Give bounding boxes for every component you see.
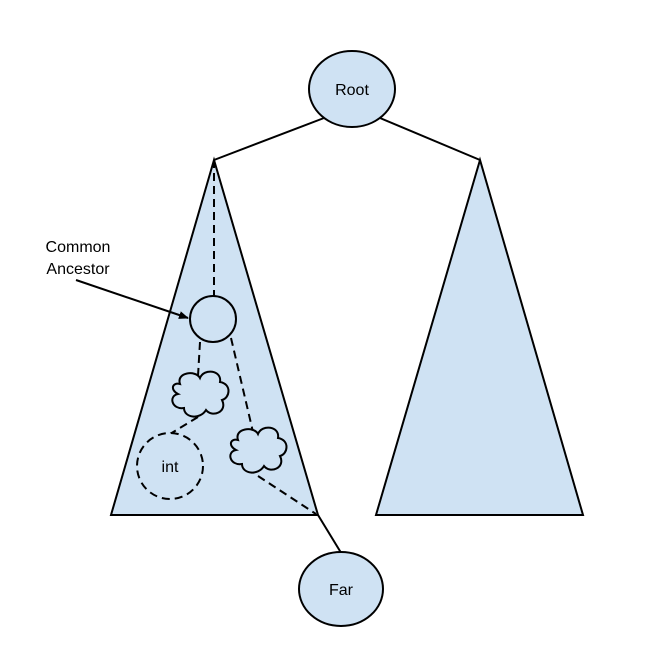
cloud-shape-1: [171, 370, 230, 418]
annotation-arrow: [75, 279, 189, 319]
cloud-shape-2: [229, 426, 288, 474]
root-left-edge: [213, 117, 325, 161]
root-right-edge: [379, 117, 481, 161]
far-node: [298, 551, 384, 627]
common-ancestor-node: [189, 295, 237, 343]
dashed-path-ancestor-to-cloud-1: [197, 341, 201, 377]
right-subtree-triangle: [374, 156, 585, 516]
root-label: Root: [335, 82, 369, 99]
root-node: [308, 50, 396, 128]
dashed-path-cloud-to-far: [257, 475, 317, 515]
annotation-label-line-1: Common: [46, 239, 111, 256]
int-node: [136, 432, 204, 500]
dashed-path-cloud-to-int: [169, 416, 199, 435]
annotation-label-line-2: Ancestor: [46, 261, 110, 278]
far-edge: [317, 514, 344, 557]
dashed-path-ancestor-to-cloud-2: [230, 337, 254, 433]
int-label: int: [162, 459, 179, 476]
far-label: Far: [329, 582, 354, 599]
